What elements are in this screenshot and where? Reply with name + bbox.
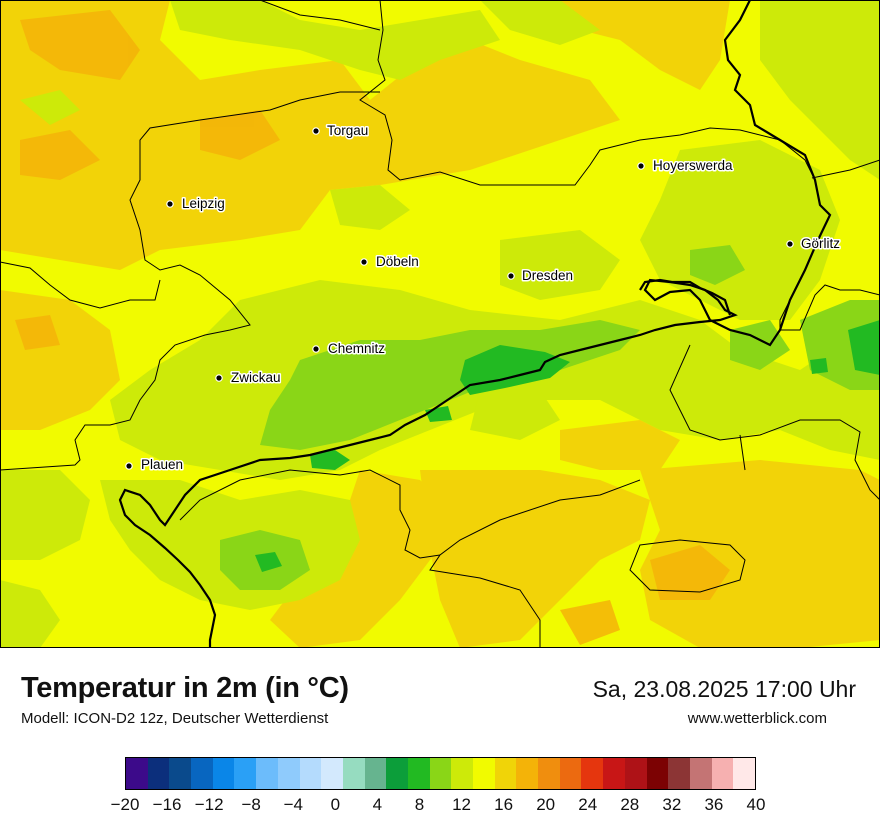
color-legend (125, 757, 756, 790)
legend-tick-label: −4 (283, 795, 303, 814)
legend-swatch (386, 758, 408, 789)
legend-swatch (559, 758, 582, 789)
legend-swatch (147, 758, 170, 789)
legend-swatch (191, 758, 213, 789)
legend-tick-label: 32 (662, 795, 682, 814)
model-subtitle: Modell: ICON-D2 12z, Deutscher Wetterdie… (21, 710, 329, 727)
legend-swatch (256, 758, 278, 789)
city-label-dresden: Dresden (522, 268, 573, 283)
legend-ticks: −20 −16 −12 −8 −4 0 4 8 12 16 20 24 28 32 36 40 (0, 795, 880, 817)
legend-tick-label: 40 (746, 795, 766, 814)
city-label-doebeln: Döbeln (376, 254, 419, 269)
website-link[interactable]: www.wetterblick.com (687, 710, 827, 727)
legend-swatch (516, 758, 539, 789)
city-markers: Torgau Hoyerswerda Leipzig Görlitz Döbel… (125, 122, 842, 474)
legend-swatch (624, 758, 647, 789)
legend-swatch (212, 758, 235, 789)
legend-swatch (342, 758, 365, 789)
legend-swatch (689, 758, 712, 789)
city-zwickau: Zwickau (215, 369, 282, 387)
legend-swatch (646, 758, 669, 789)
hot-patches (15, 10, 730, 645)
legend-tick-label: −16 (152, 795, 182, 814)
legend-tick-label: 20 (536, 795, 556, 814)
city-label-zwickau: Zwickau (231, 370, 281, 385)
legend-tick-label: 8 (414, 795, 425, 814)
city-label-hoyerswerda: Hoyerswerda (653, 158, 733, 173)
legend-swatch (538, 758, 560, 789)
city-dresden: Dresden (507, 267, 575, 285)
warm-zones (0, 0, 880, 648)
city-label-chemnitz: Chemnitz (328, 341, 385, 356)
state-border-east (639, 278, 732, 316)
legend-tick-label: 12 (452, 795, 471, 814)
city-plauen: Plauen (125, 456, 185, 474)
legend-tick-label: 4 (372, 795, 383, 814)
city-label-leipzig: Leipzig (182, 196, 225, 211)
legend-swatch (364, 758, 387, 789)
legend-swatch (473, 758, 495, 789)
forecast-datetime: Sa, 23.08.2025 17:00 Uhr (592, 676, 856, 702)
legend-tick-label: −12 (194, 795, 224, 814)
legend-tick-label: 28 (620, 795, 640, 814)
legend-swatch (126, 758, 148, 789)
map-title: Temperatur in 2m (in °C) (21, 672, 349, 704)
legend-tick-label: 0 (330, 795, 341, 814)
legend-swatch (668, 758, 690, 789)
city-hoyerswerda: Hoyerswerda (637, 157, 735, 175)
city-doebeln: Döbeln (360, 253, 420, 271)
legend-tick-label: 36 (704, 795, 724, 814)
city-goerlitz: Görlitz (786, 235, 842, 253)
legend-swatch (603, 758, 625, 789)
city-label-torgau: Torgau (327, 123, 368, 138)
legend-swatch (234, 758, 257, 789)
legend-tick-label: 16 (494, 795, 514, 814)
legend-swatch (494, 758, 517, 789)
city-torgau: Torgau (312, 122, 370, 140)
legend-tick-label: −8 (241, 795, 261, 814)
state-border (118, 0, 832, 648)
legend-swatch (429, 758, 452, 789)
city-leipzig: Leipzig (166, 195, 226, 213)
legend-swatch (321, 758, 343, 789)
temperature-map[interactable]: Torgau Hoyerswerda Leipzig Görlitz Döbel… (0, 0, 880, 648)
city-chemnitz: Chemnitz (312, 340, 387, 358)
legend-swatch (733, 758, 755, 789)
city-label-goerlitz: Görlitz (801, 236, 840, 251)
city-label-plauen: Plauen (141, 457, 183, 472)
legend-swatch (169, 758, 192, 789)
legend-swatch (451, 758, 473, 789)
legend-tick-label: 24 (578, 795, 598, 814)
legend-swatch (299, 758, 322, 789)
legend-swatch (407, 758, 430, 789)
legend-swatch (581, 758, 604, 789)
legend-swatch (711, 758, 734, 789)
legend-swatch (277, 758, 300, 789)
legend-tick-label: −20 (110, 795, 140, 814)
